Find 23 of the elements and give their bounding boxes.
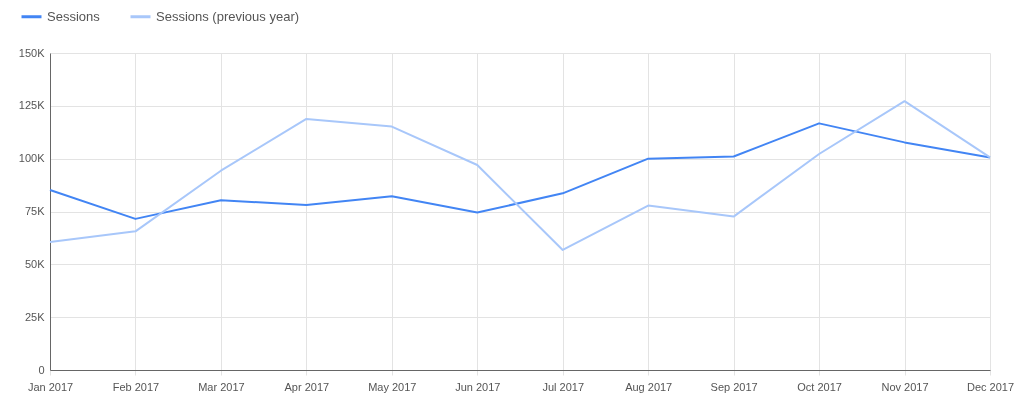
line-series — [49, 100, 991, 251]
line-series — [49, 122, 991, 220]
y-tick-label: 125K — [18, 99, 46, 112]
x-tick-label: Mar 2017 — [198, 380, 245, 393]
legend-label: Sessions — [47, 8, 101, 24]
x-tick-label: Feb 2017 — [112, 380, 160, 393]
x-tick-label: Apr 2017 — [284, 380, 330, 393]
y-tick-label: 0 — [38, 363, 45, 376]
x-tick-label: Jan 2017 — [27, 380, 74, 393]
x-tick-label: Jun 2017 — [455, 380, 501, 393]
y-tick-label: 75K — [24, 205, 46, 217]
y-tick-label: 25K — [24, 310, 46, 323]
y-tick-label: 100K — [18, 152, 46, 165]
x-tick-label: Jul 2017 — [542, 380, 585, 393]
x-tick-label: Oct 2017 — [797, 380, 842, 393]
x-tick-label: May 2017 — [368, 380, 417, 393]
x-tick-label: Dec 2017 — [966, 380, 1015, 393]
x-tick-label: Sep 2017 — [710, 380, 758, 393]
x-tick-label: Nov 2017 — [881, 380, 929, 393]
y-tick-label: 150K — [18, 46, 46, 59]
x-tick-label: Aug 2017 — [625, 380, 673, 393]
y-tick-label: 50K — [24, 257, 46, 270]
legend-label: Sessions (previous year) — [156, 8, 300, 24]
